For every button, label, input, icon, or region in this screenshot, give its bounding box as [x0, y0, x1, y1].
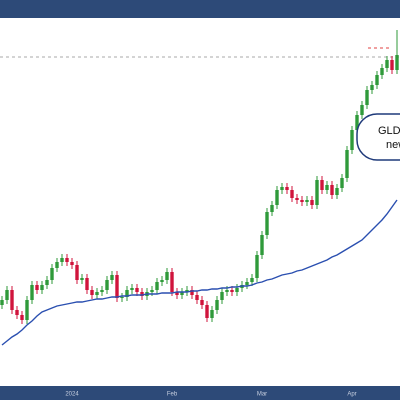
candle-body	[155, 282, 159, 290]
candle-body	[30, 285, 34, 300]
candle-body	[390, 60, 394, 70]
x-tick-label: 2024	[65, 392, 79, 398]
candle-body	[385, 60, 389, 68]
candle-body	[380, 68, 384, 75]
candle-body	[115, 275, 119, 298]
candle-body	[140, 292, 144, 296]
candle-body	[315, 180, 319, 205]
candle-body	[20, 315, 24, 320]
candle-body	[370, 85, 374, 90]
candle-body	[175, 292, 179, 295]
candle-body	[85, 278, 89, 290]
candle-body	[220, 292, 224, 300]
candle-body	[135, 288, 139, 292]
candle-body	[365, 90, 369, 105]
candle-body	[10, 290, 14, 310]
candle-body	[210, 310, 214, 318]
candle-body	[290, 190, 294, 198]
candle-body	[375, 75, 379, 85]
moving-average-line	[1, 199, 398, 346]
candle-body	[160, 280, 164, 282]
candle-body	[225, 290, 229, 292]
candle-body	[35, 285, 39, 290]
candle-body	[310, 200, 314, 205]
candle-body	[15, 310, 19, 315]
candle-body	[130, 288, 134, 290]
candle-body	[5, 290, 9, 300]
annotation-text: new	[386, 139, 400, 151]
candle-body	[200, 300, 204, 305]
candle-body	[340, 178, 344, 188]
candle-body	[70, 262, 74, 265]
candle-body	[205, 305, 209, 318]
candle-body	[330, 185, 334, 195]
annotation-text: GLD	[378, 125, 400, 137]
candle-body	[150, 290, 154, 292]
candle-body	[350, 130, 354, 150]
candle-body	[190, 290, 194, 295]
candle-body	[335, 188, 339, 195]
candle-body	[185, 290, 189, 292]
candle-body	[250, 278, 254, 282]
candle-body	[105, 280, 109, 290]
candle-body	[170, 272, 174, 292]
candle-body	[255, 255, 259, 278]
candle-body	[125, 290, 129, 297]
candle-body	[305, 200, 309, 202]
candle-body	[215, 300, 219, 310]
candle-body	[260, 235, 264, 255]
candle-body	[285, 187, 289, 190]
top-bar	[0, 0, 400, 18]
candle-body	[65, 258, 69, 262]
candle-body	[165, 272, 169, 280]
time-axis-bar	[0, 386, 400, 400]
candle-body	[355, 115, 359, 130]
candle-body	[245, 282, 249, 285]
candle-body	[345, 150, 349, 178]
x-tick-label: Feb	[167, 392, 178, 398]
candle-body	[235, 288, 239, 292]
candle-body	[0, 300, 4, 305]
x-tick-label: Apr	[347, 392, 356, 398]
candle-body	[180, 292, 184, 295]
candle-body	[320, 180, 324, 190]
candle-body	[230, 290, 234, 292]
candle-body	[90, 290, 94, 295]
candle-body	[360, 105, 364, 115]
candle-body	[40, 285, 44, 290]
candle-body	[50, 268, 54, 280]
candle-body	[100, 290, 104, 292]
candle-body	[95, 292, 99, 295]
candle-body	[110, 275, 114, 280]
candle-body	[120, 297, 124, 298]
candle-body	[295, 198, 299, 200]
annotation-box	[356, 113, 400, 161]
candle-body	[55, 262, 59, 268]
candle-body	[270, 205, 274, 212]
candle-body	[300, 200, 304, 202]
candle-body	[75, 265, 79, 280]
x-tick-label: Mar	[257, 392, 267, 398]
candle-body	[195, 295, 199, 300]
candle-body	[395, 55, 399, 70]
candle-body	[25, 300, 29, 320]
candle-body	[280, 187, 284, 190]
candle-body	[265, 212, 269, 235]
candle-body	[45, 280, 49, 285]
candle-body	[275, 190, 279, 205]
candle-body	[80, 278, 84, 280]
candle-body	[60, 258, 64, 262]
candle-body	[325, 185, 329, 190]
